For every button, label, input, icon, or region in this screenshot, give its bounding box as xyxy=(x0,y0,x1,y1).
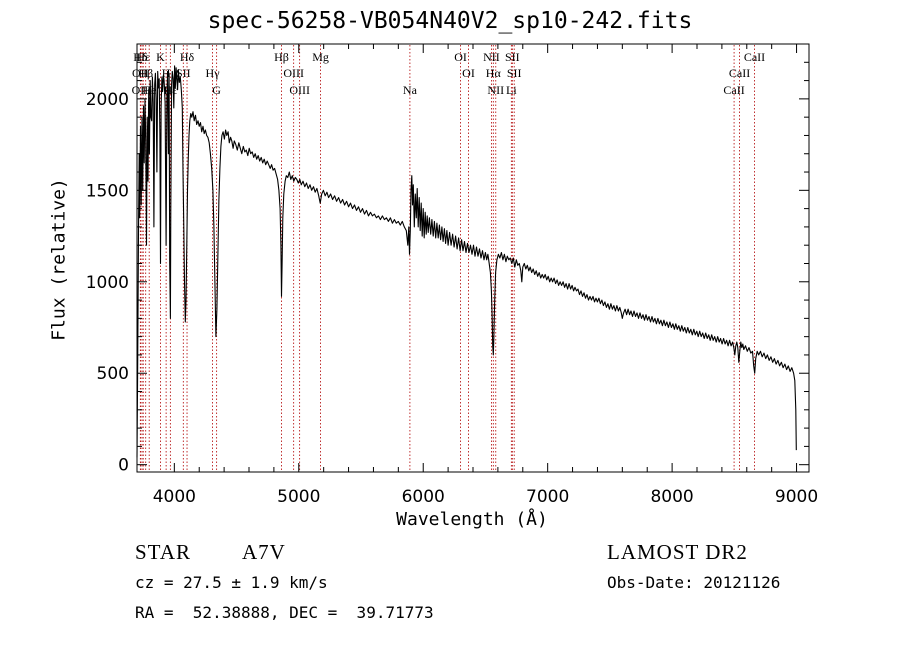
line-marker-label: Hε xyxy=(136,50,150,64)
line-marker-label: OIII xyxy=(289,83,310,97)
line-marker-label: Hδ xyxy=(180,50,195,64)
x-tick-label: 8000 xyxy=(650,487,693,507)
line-marker-label: NII xyxy=(483,50,500,64)
chart-title: spec-56258-VB054N40V2_sp10-242.fits xyxy=(207,8,693,34)
line-marker-label: OI xyxy=(462,66,475,80)
line-marker-label: SII xyxy=(176,66,191,80)
y-tick-label: 1000 xyxy=(86,273,129,293)
line-marker-label: NII xyxy=(487,83,504,97)
coordinates-readout: RA = 52.38888, DEC = 39.71773 xyxy=(135,603,434,622)
x-tick-label: 6000 xyxy=(402,487,445,507)
line-marker-label: SII xyxy=(507,66,522,80)
line-marker-label: OII xyxy=(132,66,149,80)
line-marker-label: Hγ xyxy=(206,66,221,80)
line-marker-label: OIII xyxy=(283,66,304,80)
line-marker-label: Hα xyxy=(486,66,502,80)
line-marker-label: CaII xyxy=(729,66,750,80)
x-tick-label: 7000 xyxy=(526,487,569,507)
line-marker-label: H xyxy=(162,66,171,80)
line-marker-label: Mg xyxy=(312,50,329,64)
y-tick-label: 1500 xyxy=(86,181,129,201)
line-marker-label: CaII xyxy=(744,50,765,64)
line-marker-label: K xyxy=(156,50,165,64)
x-tick-label: 4000 xyxy=(153,487,196,507)
survey-release: LAMOST DR2 xyxy=(607,540,748,564)
observation-date: Obs-Date: 20121126 xyxy=(607,573,781,592)
line-marker-label: Hβ xyxy=(138,66,153,80)
redshift-readout: cz = 27.5 ± 1.9 km/s xyxy=(135,573,328,592)
line-marker-label: SII xyxy=(505,50,520,64)
x-tick-label: 5000 xyxy=(277,487,320,507)
y-tick-label: 2000 xyxy=(86,90,129,110)
spectral-subclass: A7V xyxy=(242,540,286,564)
y-axis-ticks: 0 500 1000 1500 2000 xyxy=(86,61,809,476)
plot-frame xyxy=(136,43,810,473)
line-markers xyxy=(139,45,755,472)
y-axis-label: Flux (relative) xyxy=(48,178,70,341)
line-marker-label: OI xyxy=(454,50,467,64)
line-marker-label: Na xyxy=(403,83,418,97)
x-axis-ticks: 4000 5000 6000 7000 8000 9000 xyxy=(153,44,818,507)
y-tick-label: 0 xyxy=(118,456,129,476)
x-axis-label: Wavelength (Å) xyxy=(396,509,548,530)
y-tick-label: 500 xyxy=(97,364,129,384)
x-tick-label: 9000 xyxy=(775,487,818,507)
object-type: STAR xyxy=(135,540,191,564)
spectrum-series-line xyxy=(136,65,797,458)
line-marker-label: G xyxy=(212,83,221,97)
line-marker-label: Li xyxy=(506,83,517,97)
line-marker-label: Hβ xyxy=(274,50,289,64)
line-marker-label: CaII xyxy=(723,83,744,97)
